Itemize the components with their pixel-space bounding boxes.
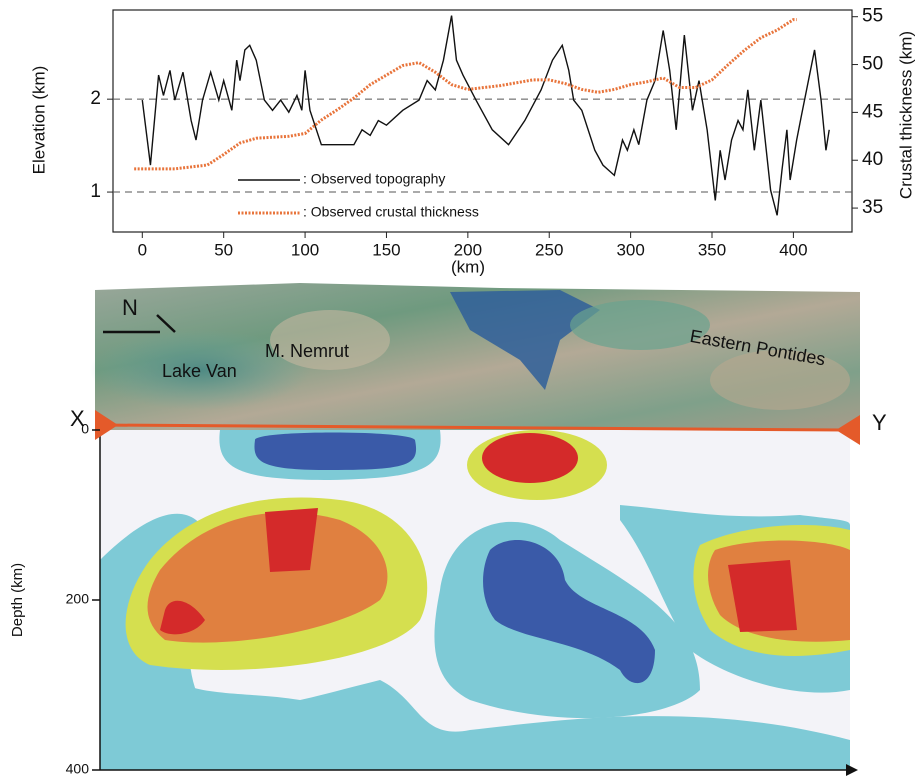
- x-tick-label: 0: [138, 240, 147, 259]
- y-axis-label: Depth (km): [9, 563, 26, 637]
- x-tick-label: 200: [454, 240, 482, 259]
- y2-tick-label: 50: [862, 54, 883, 75]
- y2-tick-label: 40: [862, 149, 883, 170]
- terrain-image: [90, 283, 860, 430]
- x-tick-label: 400: [779, 240, 807, 259]
- x-axis-label: (km): [451, 257, 485, 276]
- y-tick-label: 2: [90, 88, 101, 109]
- x-tick-label: 350: [698, 240, 726, 259]
- y-axis-label: Elevation (km): [29, 66, 48, 175]
- y2-tick-label: 35: [862, 197, 883, 218]
- y-tick-label: 200: [66, 591, 90, 607]
- x-tick-label: 150: [372, 240, 400, 259]
- place-label: Lake Van: [162, 361, 237, 381]
- profile-end: X: [70, 406, 85, 431]
- x-tick-label: 100: [291, 240, 319, 259]
- x-tick-label: 50: [214, 240, 233, 259]
- y-tick-label: 1: [90, 181, 101, 202]
- plot-frame: [112, 9, 853, 233]
- y-tick-label: 0: [81, 421, 89, 437]
- series-line: [141, 15, 830, 216]
- y2-tick-label: 55: [862, 6, 883, 27]
- y-tick-label: 400: [66, 761, 90, 777]
- line-chart: 0 50 100 150 200 250 300 350 400 1 2 35 40 45 50 55 : Ob…: [90, 6, 883, 260]
- profile-end: Y: [872, 410, 887, 435]
- x-tick-label: 300: [616, 240, 644, 259]
- y2-tick-label: 45: [862, 101, 883, 122]
- series-line: [134, 18, 797, 171]
- y2-axis-label: Crustal thickness (km): [896, 31, 915, 199]
- legend-label: : Observed topography: [303, 171, 445, 187]
- section-axis: 0 200 400: [66, 421, 100, 777]
- north-label: N: [122, 295, 138, 320]
- place-label: M. Nemrut: [265, 341, 349, 361]
- velocity-section: [95, 410, 860, 776]
- x-tick-label: 250: [535, 240, 563, 259]
- legend-label: : Observed crustal thickness: [303, 204, 479, 220]
